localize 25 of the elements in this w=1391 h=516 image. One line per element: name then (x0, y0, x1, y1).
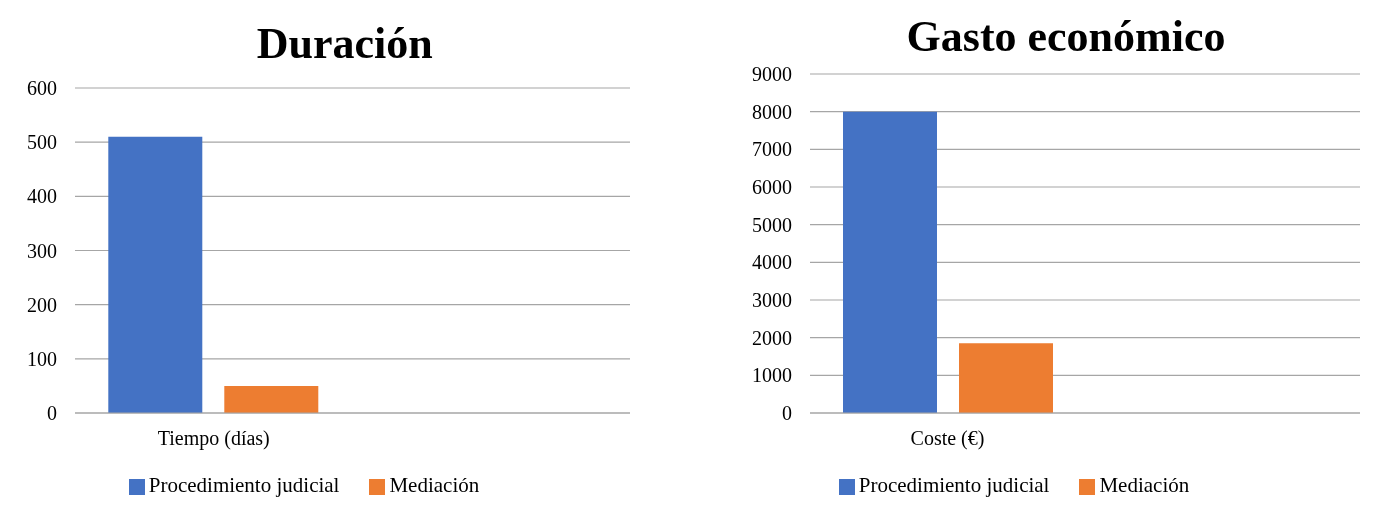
y-tick-label: 4000 (752, 251, 792, 274)
legend-label: Procedimiento judicial (148, 473, 340, 497)
y-tick-label: 600 (27, 77, 57, 100)
y-tick-label: 1000 (752, 364, 792, 387)
y-tick-label: 300 (27, 239, 57, 262)
y-tick-label: 400 (27, 185, 57, 208)
y-tick-label: 200 (27, 293, 57, 316)
x-tick-label: Coste (€) (910, 427, 985, 451)
y-tick-label: 0 (782, 402, 792, 425)
y-tick-label: 2000 (752, 326, 792, 349)
legend-label: Mediación (1099, 473, 1190, 497)
y-tick-label: 3000 (752, 289, 792, 312)
y-tick-label: 5000 (752, 213, 792, 236)
y-tick-label: 9000 (752, 63, 792, 86)
chart-title: Duración (255, 17, 434, 70)
chart-title: Gasto económico (905, 10, 1227, 63)
y-tick-label: 100 (27, 347, 57, 370)
y-tick-label: 8000 (752, 100, 792, 123)
y-tick-label: 6000 (752, 176, 792, 199)
y-tick-label: 0 (47, 402, 57, 425)
legend-label: Mediación (389, 473, 480, 497)
x-tick-label: Tiempo (días) (157, 427, 270, 451)
y-tick-label: 500 (27, 131, 57, 154)
legend-label: Procedimiento judicial (858, 473, 1050, 497)
y-tick-label: 7000 (752, 138, 792, 161)
